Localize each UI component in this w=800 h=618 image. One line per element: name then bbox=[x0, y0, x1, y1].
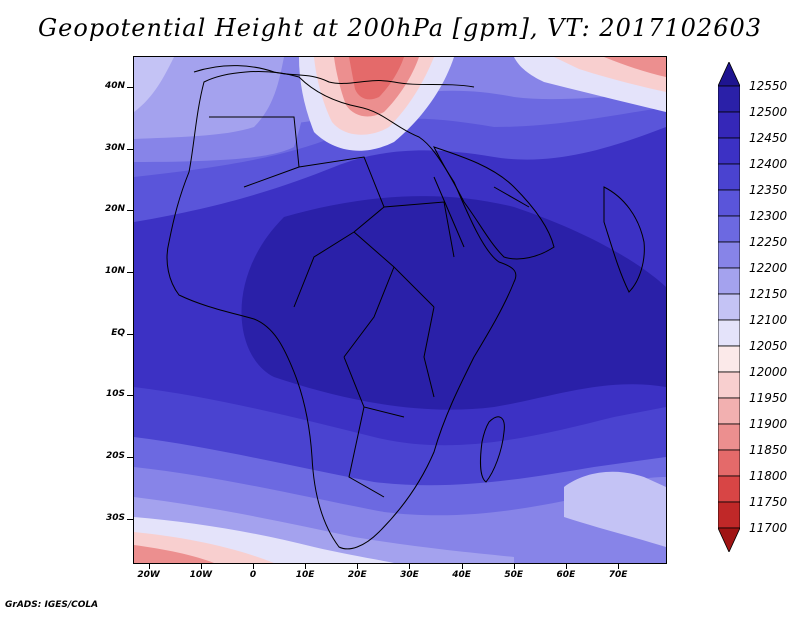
lat-tick bbox=[127, 210, 133, 212]
lon-tick bbox=[565, 563, 567, 569]
lat-tick bbox=[127, 271, 133, 273]
field-nw-corner bbox=[134, 57, 174, 112]
lon-label-60e: 60E bbox=[556, 570, 576, 580]
lon-label-10e: 10E bbox=[295, 570, 315, 580]
coastlines bbox=[166, 65, 645, 550]
colorbar-swatch bbox=[718, 267, 740, 295]
lon-tick bbox=[461, 563, 463, 569]
lat-tick bbox=[127, 333, 133, 335]
grads-credit: GrADS: IGES/COLA bbox=[5, 600, 99, 610]
country-borders bbox=[209, 116, 455, 498]
colorbar-label: 12500 bbox=[749, 105, 788, 119]
colorbar-swatch bbox=[718, 85, 740, 113]
lat-label-30n: 30N bbox=[104, 142, 125, 153]
colorbar-swatch bbox=[718, 475, 740, 503]
lon-label-30e: 30E bbox=[400, 570, 419, 580]
lon-label-70e: 70E bbox=[608, 570, 628, 580]
lon-label-50e: 50E bbox=[504, 570, 524, 580]
lon-tick bbox=[357, 563, 359, 569]
colorbar-swatch bbox=[718, 137, 740, 165]
lat-tick bbox=[127, 518, 133, 520]
india-coastline bbox=[603, 186, 645, 293]
lat-tick bbox=[127, 457, 133, 459]
colorbar-swatch bbox=[718, 501, 740, 529]
lon-label-10w: 10W bbox=[189, 570, 213, 580]
lon-tick bbox=[305, 563, 307, 569]
field-nw-band-2 bbox=[134, 57, 284, 139]
lon-tick bbox=[252, 563, 254, 569]
colorbar-label: 11950 bbox=[749, 391, 788, 405]
colorbar-max-arrow bbox=[718, 62, 740, 87]
field-ne-band-3 bbox=[604, 57, 666, 77]
colorbar-label: 12400 bbox=[749, 157, 788, 171]
madagascar-coastline bbox=[480, 416, 505, 483]
lon-label-20w: 20W bbox=[137, 570, 160, 580]
lon-tick bbox=[200, 563, 202, 569]
colorbar-label: 11700 bbox=[749, 521, 788, 535]
colorbar-label: 12300 bbox=[749, 209, 788, 223]
colorbar-label: 12250 bbox=[749, 235, 788, 249]
colorbar-label: 12200 bbox=[749, 261, 788, 275]
lat-label-30s: 30S bbox=[105, 512, 125, 523]
lat-tick bbox=[127, 86, 133, 88]
lat-label-20s: 20S bbox=[105, 451, 125, 462]
colorbar-swatch bbox=[718, 397, 740, 425]
colorbar-swatch bbox=[718, 111, 740, 139]
lon-tick bbox=[148, 563, 150, 569]
lon-label-0: 0 bbox=[249, 570, 257, 580]
colorbar-swatch bbox=[718, 215, 740, 243]
colorbar-swatch bbox=[718, 345, 740, 373]
colorbar-swatch bbox=[718, 293, 740, 321]
colorbar-label: 12550 bbox=[749, 79, 788, 93]
lon-label-20e: 20E bbox=[347, 570, 367, 580]
field-central-core bbox=[241, 196, 666, 410]
colorbar bbox=[718, 62, 740, 552]
colorbar-swatch bbox=[718, 241, 740, 269]
lat-tick bbox=[127, 148, 133, 150]
field-se-ridge bbox=[564, 471, 666, 547]
africa-coastline bbox=[166, 71, 517, 550]
colorbar-swatch bbox=[718, 189, 740, 217]
colorbar-swatch bbox=[718, 423, 740, 451]
field-sw-band-3 bbox=[134, 545, 214, 563]
lon-tick bbox=[409, 563, 411, 569]
map-canvas bbox=[134, 57, 666, 563]
red-sea-lines bbox=[433, 176, 530, 248]
colorbar-label: 11800 bbox=[749, 469, 788, 483]
colorbar-label: 11750 bbox=[749, 495, 788, 509]
lat-label-40n: 40N bbox=[104, 80, 125, 91]
lon-tick bbox=[513, 563, 515, 569]
colorbar-label: 11850 bbox=[749, 443, 788, 457]
colorbar-label: 12000 bbox=[749, 365, 788, 379]
colorbar-swatch bbox=[718, 449, 740, 477]
lat-tick bbox=[127, 395, 133, 397]
colorbar-swatch bbox=[718, 319, 740, 347]
colorbar-label: 12150 bbox=[749, 287, 788, 301]
geopotential-map bbox=[133, 56, 667, 564]
colorbar-swatch bbox=[718, 163, 740, 191]
map-title: Geopotential Height at 200hPa [gpm], VT:… bbox=[38, 14, 762, 42]
colorbar-label: 12100 bbox=[749, 313, 788, 327]
colorbar-label: 11900 bbox=[749, 417, 788, 431]
colorbar-min-arrow bbox=[718, 527, 740, 552]
lon-label-40e: 40E bbox=[452, 570, 471, 580]
colorbar-swatch bbox=[718, 371, 740, 399]
lat-label-eq: EQ bbox=[111, 327, 125, 338]
lat-label-10s: 10S bbox=[105, 389, 125, 400]
europe-coastline bbox=[193, 65, 475, 88]
colorbar-label: 12350 bbox=[749, 183, 788, 197]
field-med-trough-4 bbox=[349, 57, 404, 100]
lat-label-20n: 20N bbox=[104, 204, 125, 215]
lat-label-10n: 10N bbox=[104, 265, 125, 276]
colorbar-label: 12450 bbox=[749, 131, 788, 145]
lon-tick bbox=[618, 563, 620, 569]
arabia-coastline bbox=[433, 146, 555, 260]
colorbar-label: 12050 bbox=[749, 339, 788, 353]
